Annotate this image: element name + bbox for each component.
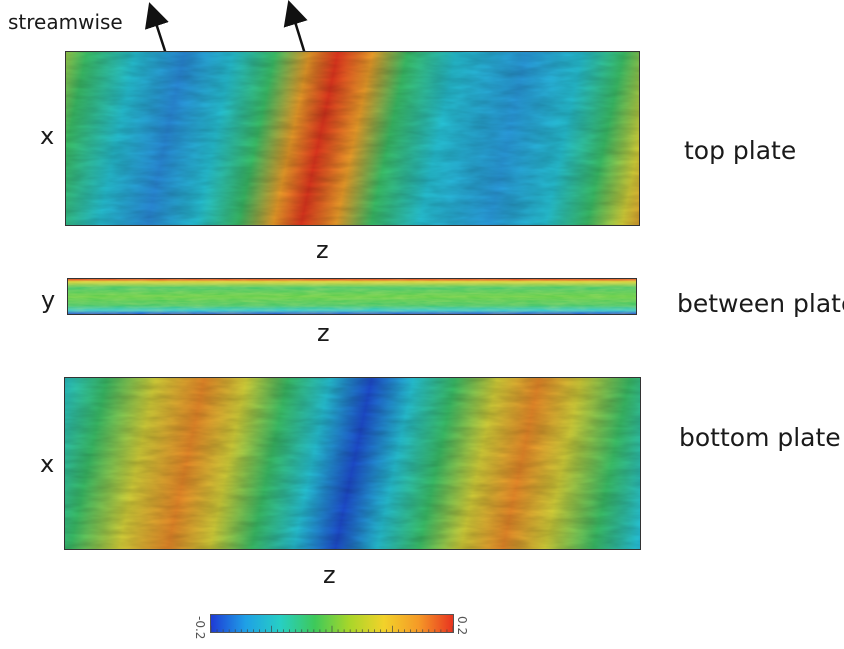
axis-label-x-bot: x (40, 450, 55, 478)
axis-label-y-mid: y (41, 286, 56, 314)
colorbar-gradient (210, 615, 454, 632)
streamwise-label: streamwise (8, 10, 123, 34)
bottom-plate-panel (64, 377, 641, 550)
top-plate-panel (65, 51, 640, 226)
axis-label-z-bot: z (323, 561, 336, 589)
top-plate-label: top plate (684, 136, 797, 165)
bottom-plate-label: bottom plate (679, 423, 841, 452)
colorbar (210, 614, 454, 633)
colorbar-max-label: 0.2 (455, 616, 469, 636)
between-plates-label: between plates (677, 289, 844, 318)
axis-label-z-top: z (316, 236, 329, 264)
axis-label-z-mid: z (317, 319, 330, 347)
axis-label-x-top: x (40, 122, 55, 150)
between-plates-panel (67, 278, 637, 315)
colorbar-min-label: -0.2 (193, 616, 207, 640)
